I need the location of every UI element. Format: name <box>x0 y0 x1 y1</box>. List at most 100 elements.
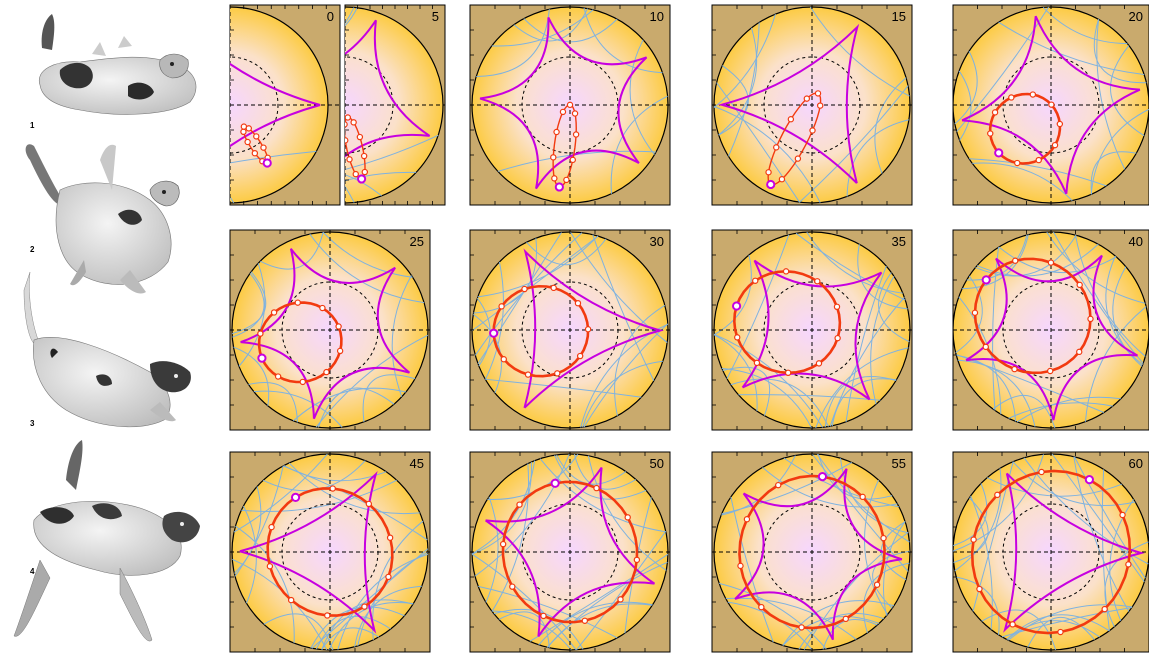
frame-label: 10 <box>650 9 664 24</box>
photo-label-4: 4 <box>30 567 35 576</box>
guide-curve <box>730 378 829 427</box>
guide-curve <box>713 334 758 412</box>
loop-marker <box>581 617 589 624</box>
guide-curve <box>233 346 270 406</box>
guide-curve <box>526 238 607 266</box>
guide-curve <box>1090 108 1149 195</box>
loop-marker <box>787 116 795 123</box>
guide-curve <box>476 9 550 77</box>
loop-marker <box>987 130 994 137</box>
guide-curve <box>986 477 1122 497</box>
loop-marker <box>991 109 999 116</box>
guide-curve <box>317 387 395 428</box>
guide-curve <box>962 234 1029 290</box>
loop-marker <box>743 516 751 523</box>
guide-curve <box>485 378 642 398</box>
loop-marker <box>553 128 560 136</box>
loop-marker <box>1011 365 1018 373</box>
loop-marker <box>260 144 267 151</box>
guide-curve <box>1052 231 1144 364</box>
guide-curve <box>1112 266 1143 367</box>
loop-marker <box>1076 348 1083 356</box>
loop-marker <box>516 501 523 508</box>
loop-marker <box>266 563 274 570</box>
guide-curve <box>953 497 989 563</box>
loop-marker <box>775 481 782 489</box>
guide-curve <box>310 606 405 649</box>
guide-curve <box>321 599 414 650</box>
loop-marker <box>566 101 574 109</box>
guide-curve <box>970 495 993 630</box>
guide-curve <box>976 243 1099 277</box>
frame-tile-50: 50 <box>469 451 671 653</box>
loop-marker <box>584 326 592 333</box>
dashed-inner-circle <box>345 56 394 154</box>
start-marker <box>290 492 301 502</box>
loop-marker <box>1101 605 1108 613</box>
magenta-path <box>345 19 431 158</box>
guide-curve <box>1027 616 1095 648</box>
loop-marker <box>814 90 822 97</box>
loop-marker <box>1047 367 1054 375</box>
guide-curve <box>491 610 572 651</box>
guide-curve <box>242 505 257 604</box>
guide-curve <box>955 353 1105 413</box>
guide-curve <box>315 334 429 428</box>
loop-marker <box>873 581 881 588</box>
loop-marker <box>753 359 761 367</box>
guide-curve <box>1051 453 1145 583</box>
guide-curve <box>315 615 391 650</box>
loop-marker <box>982 343 989 351</box>
loop-marker <box>752 277 759 284</box>
falling-cat-photo-4: 4 <box>13 440 200 642</box>
guide-curve <box>966 234 1028 281</box>
guide-curve <box>234 486 262 574</box>
guide-curve <box>713 13 776 108</box>
loop-marker <box>1048 101 1055 108</box>
loop-marker <box>803 95 811 102</box>
loop-marker <box>734 334 741 341</box>
guide-curve <box>806 231 903 294</box>
guide-curve <box>762 467 898 508</box>
guide-curve <box>587 455 667 571</box>
frame-label: 40 <box>1129 234 1143 249</box>
loop-marker <box>809 127 816 134</box>
loop-marker <box>617 596 624 603</box>
guide-curve <box>491 9 594 47</box>
frame-tile-40: 40 <box>952 229 1149 431</box>
guide-curve <box>362 374 416 422</box>
loop-marker <box>1009 621 1016 628</box>
guide-curve <box>311 548 429 649</box>
guide-curve <box>474 453 570 577</box>
guide-curve <box>1104 541 1149 627</box>
guide-curve <box>829 297 905 427</box>
guide-curve <box>345 7 355 25</box>
guide-curve <box>288 462 420 515</box>
guide-curve <box>719 582 827 650</box>
guide-curve <box>992 247 1000 411</box>
loop-marker <box>365 500 373 508</box>
loop-marker <box>498 303 505 310</box>
loop-marker <box>784 369 792 377</box>
guide-curve <box>998 21 1145 75</box>
magenta-path <box>741 259 883 401</box>
magenta-path <box>240 248 411 420</box>
loop-marker <box>970 536 977 543</box>
loop-marker <box>500 356 507 363</box>
guide-curve <box>241 479 397 512</box>
guide-curve <box>539 458 666 533</box>
magenta-path <box>961 15 1141 195</box>
loop-marker <box>834 334 841 342</box>
falling-cat-photo-2: 2 <box>25 144 180 294</box>
guide-curve <box>337 553 429 650</box>
guide-curve <box>992 394 1056 429</box>
magenta-path <box>965 254 1138 421</box>
photo-label-3: 3 <box>30 419 35 428</box>
guide-curve <box>816 453 910 543</box>
guide-curve <box>498 611 550 648</box>
guide-curve <box>485 496 499 603</box>
loop-marker <box>1076 281 1083 289</box>
guide-curve <box>1093 19 1147 84</box>
guide-curve <box>1012 461 1136 506</box>
